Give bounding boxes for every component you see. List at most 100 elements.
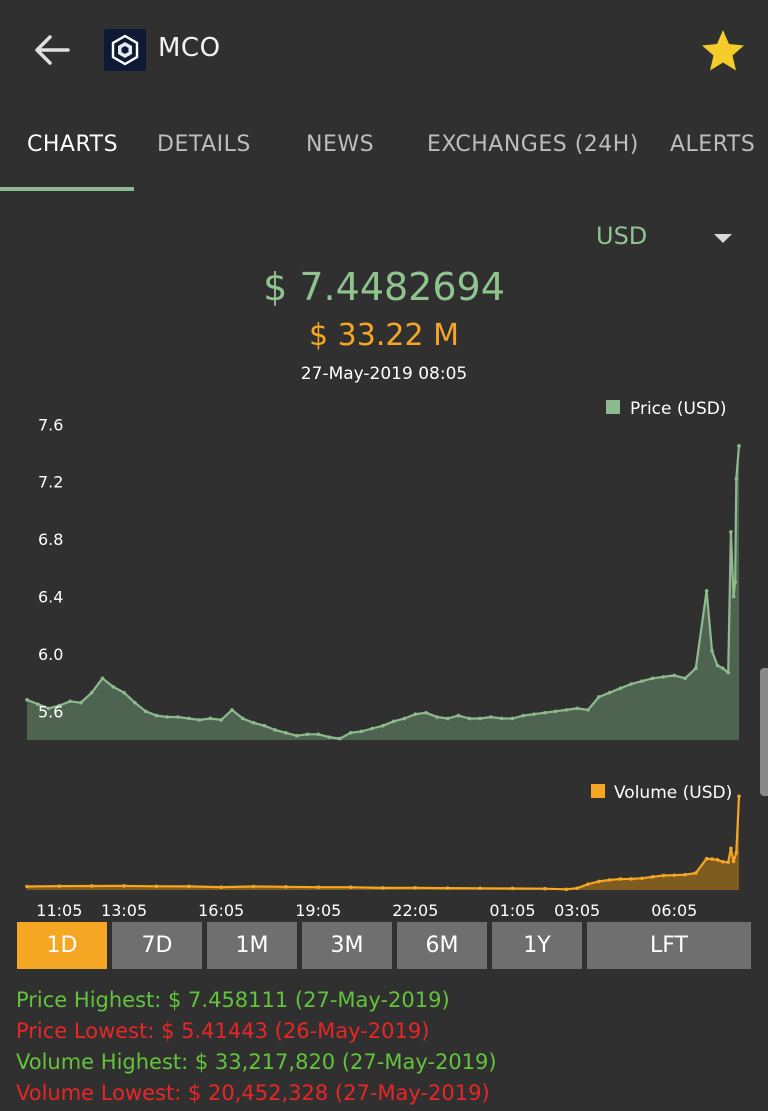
price-point bbox=[726, 670, 731, 675]
price-point bbox=[445, 716, 450, 721]
price-y-tick: 6.4 bbox=[38, 588, 63, 607]
price-point bbox=[57, 703, 62, 708]
price-point bbox=[100, 676, 105, 681]
price-point bbox=[650, 676, 655, 681]
active-tab-indicator bbox=[0, 187, 134, 191]
price-point bbox=[25, 698, 29, 702]
price-point bbox=[133, 700, 137, 705]
price-point bbox=[402, 716, 407, 721]
price-lowest: Price Lowest: $ 5.41443 (26-May-2019) bbox=[16, 1019, 430, 1043]
period-selector: 1D 7D 1M 3M 6M 1Y LFT bbox=[17, 922, 751, 970]
volume-point bbox=[57, 884, 62, 888]
price-point bbox=[532, 712, 536, 716]
tab-news[interactable]: NEWS bbox=[306, 132, 375, 157]
period-1m-button[interactable]: 1M bbox=[207, 922, 297, 969]
scrollbar-handle[interactable] bbox=[760, 668, 768, 796]
volume-point bbox=[731, 859, 736, 864]
price-point bbox=[208, 716, 213, 721]
volume-point bbox=[683, 872, 687, 877]
volume-point bbox=[704, 856, 709, 861]
price-point bbox=[553, 709, 558, 714]
favorite-button[interactable] bbox=[700, 28, 746, 74]
volume-point bbox=[478, 886, 482, 891]
price-point bbox=[294, 733, 299, 738]
tab-charts[interactable]: CHARTS bbox=[27, 132, 119, 157]
price-point bbox=[596, 695, 601, 699]
period-6m-button[interactable]: 6M bbox=[397, 922, 487, 969]
volume-point bbox=[618, 877, 623, 881]
price-y-tick: 6.8 bbox=[38, 530, 63, 549]
price-point bbox=[629, 682, 633, 686]
price-point bbox=[327, 735, 331, 739]
price-point bbox=[737, 444, 741, 448]
price-point bbox=[154, 713, 159, 718]
volume-legend-swatch bbox=[591, 784, 605, 798]
price-point bbox=[284, 731, 288, 735]
time-x-tick: 06:05 bbox=[651, 901, 697, 920]
tab-alerts[interactable]: ALERTS bbox=[670, 132, 756, 157]
volume-point bbox=[284, 884, 288, 889]
volume-point bbox=[672, 873, 677, 878]
top-app-bar: MCO bbox=[0, 0, 768, 100]
price-point bbox=[731, 594, 736, 599]
tab-exchanges[interactable]: EXCHANGES (24H) bbox=[427, 132, 639, 157]
price-point bbox=[424, 710, 428, 715]
price-point bbox=[734, 477, 739, 481]
price-legend-swatch bbox=[606, 400, 620, 414]
price-point bbox=[729, 530, 733, 534]
price-point bbox=[79, 700, 83, 705]
price-point bbox=[187, 716, 191, 721]
price-y-tick: 7.2 bbox=[38, 473, 63, 492]
volume-point bbox=[734, 851, 739, 855]
price-point bbox=[251, 720, 256, 725]
price-point bbox=[197, 718, 202, 722]
price-point bbox=[262, 723, 267, 728]
period-1y-button[interactable]: 1Y bbox=[492, 922, 582, 969]
tab-details[interactable]: DETAILS bbox=[157, 132, 251, 157]
period-3m-button[interactable]: 3M bbox=[302, 922, 392, 969]
volume-point bbox=[381, 886, 385, 890]
volume-point bbox=[445, 886, 450, 890]
price-point bbox=[381, 723, 385, 728]
price-point bbox=[521, 713, 526, 718]
price-point bbox=[348, 731, 353, 735]
volume-point bbox=[726, 860, 731, 865]
price-y-tick: 7.6 bbox=[38, 415, 63, 434]
price-point bbox=[35, 702, 40, 706]
price-point bbox=[370, 726, 375, 731]
price-point bbox=[715, 663, 720, 668]
period-1d-button[interactable]: 1D bbox=[17, 922, 107, 969]
volume-point bbox=[543, 886, 547, 891]
volume-point bbox=[122, 884, 126, 888]
price-area bbox=[27, 445, 739, 740]
current-price: $ 7.4482694 bbox=[263, 265, 505, 309]
volume-point bbox=[251, 884, 256, 889]
price-point bbox=[661, 675, 666, 679]
coin-symbol: MCO bbox=[158, 33, 221, 63]
price-point bbox=[586, 708, 590, 712]
price-point bbox=[704, 588, 709, 593]
volume-line bbox=[26, 796, 741, 891]
volume-lowest: Volume Lowest: $ 20,452,328 (27-May-2019… bbox=[16, 1081, 490, 1105]
volume-point bbox=[661, 873, 666, 878]
price-point bbox=[111, 685, 116, 689]
period-7d-button[interactable]: 7D bbox=[112, 922, 202, 969]
price-point bbox=[230, 708, 234, 712]
volume-point bbox=[721, 859, 725, 864]
period-lft-button[interactable]: LFT bbox=[587, 922, 751, 969]
volume-point bbox=[219, 885, 223, 889]
volume-point bbox=[348, 885, 353, 890]
price-point bbox=[618, 686, 623, 691]
price-point bbox=[710, 649, 714, 653]
currency-dropdown[interactable]: USD bbox=[596, 222, 744, 256]
price-y-tick: 5.6 bbox=[38, 702, 63, 721]
volume-legend-label: Volume (USD) bbox=[614, 783, 732, 803]
back-button[interactable] bbox=[30, 30, 74, 74]
time-x-tick: 01:05 bbox=[489, 901, 535, 920]
price-point bbox=[89, 690, 94, 695]
price-point bbox=[575, 706, 579, 711]
tab-bar: CHARTS DETAILS NEWS EXCHANGES (24H) ALER… bbox=[0, 112, 768, 194]
price-point bbox=[672, 673, 677, 678]
price-point bbox=[165, 715, 170, 719]
price-point bbox=[391, 719, 396, 724]
